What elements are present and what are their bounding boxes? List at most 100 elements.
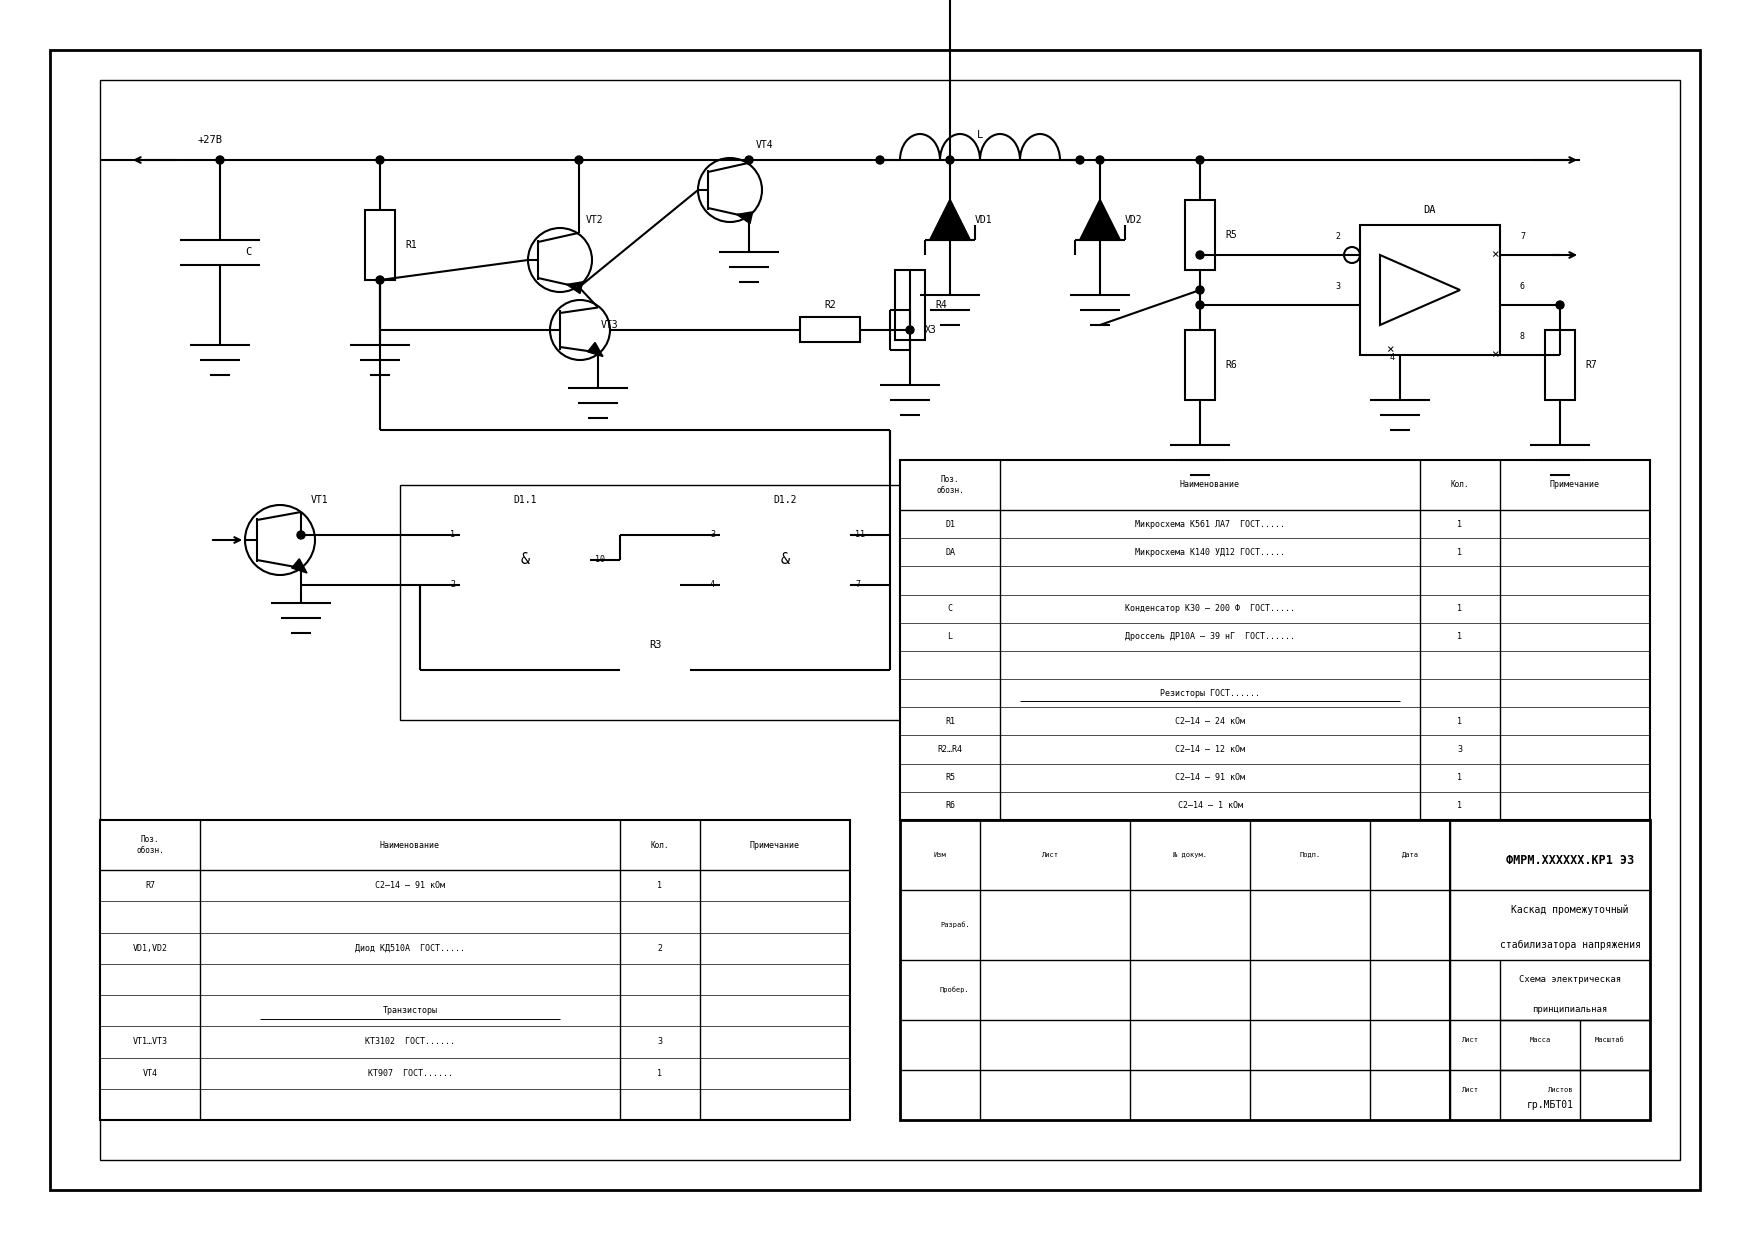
Bar — [1186, 200, 1216, 270]
Text: C: C — [947, 604, 952, 613]
Text: VT4: VT4 — [756, 140, 774, 150]
Text: 11: 11 — [854, 531, 865, 539]
Text: VT2: VT2 — [586, 215, 603, 224]
Text: Масштаб: Масштаб — [1594, 1037, 1624, 1043]
Text: 8: 8 — [1521, 332, 1524, 341]
Circle shape — [1196, 301, 1203, 309]
Text: VT1: VT1 — [310, 495, 328, 505]
Text: 10: 10 — [595, 556, 605, 564]
Polygon shape — [567, 281, 582, 294]
Circle shape — [616, 531, 624, 539]
Text: 3: 3 — [658, 1038, 663, 1047]
Text: DA: DA — [945, 548, 954, 557]
Text: Разраб.: Разраб. — [940, 921, 970, 929]
Text: R7: R7 — [146, 882, 154, 890]
Circle shape — [886, 582, 895, 589]
Text: C: C — [246, 247, 251, 257]
Text: Листов: Листов — [1547, 1087, 1573, 1092]
Text: 6: 6 — [1521, 283, 1524, 291]
Circle shape — [375, 156, 384, 164]
Text: R5: R5 — [1224, 229, 1237, 241]
Text: 2: 2 — [451, 580, 454, 589]
Text: Лист: Лист — [1461, 1087, 1479, 1092]
Circle shape — [575, 156, 582, 164]
Text: Диод КД510А  ГОСТ.....: Диод КД510А ГОСТ..... — [354, 944, 465, 952]
Bar — [100, 81, 1680, 1159]
Circle shape — [1556, 351, 1565, 360]
Polygon shape — [1080, 200, 1121, 241]
Bar — [365, 210, 395, 280]
Circle shape — [616, 531, 624, 539]
Text: 1: 1 — [658, 1069, 663, 1078]
Text: С2–14 – 1 кОм: С2–14 – 1 кОм — [1177, 801, 1242, 811]
Text: 1: 1 — [1458, 632, 1463, 641]
Text: Поз.
обозн.: Поз. обозн. — [137, 836, 163, 854]
Bar — [460, 515, 589, 605]
Text: R3: R3 — [649, 640, 661, 650]
Text: R6: R6 — [1224, 360, 1237, 370]
Polygon shape — [291, 559, 307, 573]
Text: Каскад промежуточный: Каскад промежуточный — [1512, 905, 1629, 915]
Text: R7: R7 — [1586, 360, 1596, 370]
Text: ×: × — [1491, 248, 1498, 262]
Text: R6: R6 — [945, 801, 954, 811]
Text: Лист: Лист — [1461, 1037, 1479, 1043]
Text: 3: 3 — [710, 531, 716, 539]
Text: 1: 1 — [658, 882, 663, 890]
Bar — [1545, 330, 1575, 401]
Text: 2: 2 — [658, 944, 663, 952]
Circle shape — [875, 156, 884, 164]
Text: R5: R5 — [945, 774, 954, 782]
Text: Микросхема К561 ЛА7  ГОСТ.....: Микросхема К561 ЛА7 ГОСТ..... — [1135, 520, 1286, 528]
Text: Микросхема К140 УД12 ГОСТ.....: Микросхема К140 УД12 ГОСТ..... — [1135, 548, 1286, 557]
Text: стабилизатора напряжения: стабилизатора напряжения — [1500, 940, 1640, 950]
Text: Подп.: Подп. — [1300, 852, 1321, 858]
Bar — [900, 820, 1651, 1120]
Bar — [400, 485, 910, 720]
Text: 1: 1 — [1458, 548, 1463, 557]
Text: С2–14 – 12 кОм: С2–14 – 12 кОм — [1175, 745, 1245, 754]
Text: 1: 1 — [1458, 774, 1463, 782]
Polygon shape — [588, 342, 603, 356]
Text: Примечание: Примечание — [1551, 480, 1600, 490]
Text: R2: R2 — [824, 300, 837, 310]
Text: 7: 7 — [1521, 232, 1524, 242]
Bar — [100, 820, 851, 1120]
Polygon shape — [930, 200, 970, 241]
Bar — [800, 317, 859, 342]
Text: DA: DA — [1424, 205, 1437, 215]
Text: R2…R4: R2…R4 — [937, 745, 963, 754]
Text: VT1…VT3: VT1…VT3 — [133, 1038, 167, 1047]
Text: &: & — [521, 553, 530, 568]
Text: L: L — [947, 632, 952, 641]
Text: 7: 7 — [854, 580, 859, 589]
Text: D1: D1 — [945, 520, 954, 528]
Text: VD1,VD2: VD1,VD2 — [133, 944, 167, 952]
Text: 1: 1 — [1458, 604, 1463, 613]
Text: R1: R1 — [945, 717, 954, 725]
Text: С2–14 – 91 кОм: С2–14 – 91 кОм — [375, 882, 446, 890]
Text: 4: 4 — [1389, 353, 1394, 362]
Bar — [619, 657, 689, 682]
Text: Транзисторы: Транзисторы — [382, 1006, 437, 1016]
Circle shape — [1196, 286, 1203, 294]
Circle shape — [745, 156, 752, 164]
Text: Масса: Масса — [1529, 1037, 1551, 1043]
Text: КТ3102  ГОСТ......: КТ3102 ГОСТ...... — [365, 1038, 454, 1047]
Text: Кол.: Кол. — [1451, 480, 1470, 490]
Circle shape — [296, 531, 305, 539]
Text: Дроссель ДР10А – 39 нГ  ГОСТ......: Дроссель ДР10А – 39 нГ ГОСТ...... — [1124, 632, 1294, 641]
Polygon shape — [737, 212, 752, 223]
Text: Резисторы ГОСТ......: Резисторы ГОСТ...... — [1159, 688, 1259, 698]
Text: VD1: VD1 — [975, 215, 993, 224]
Bar — [1359, 224, 1500, 355]
Circle shape — [1196, 156, 1203, 164]
Text: +27В: +27В — [198, 135, 223, 145]
Text: 3: 3 — [1458, 745, 1463, 754]
Text: VT4: VT4 — [142, 1069, 158, 1078]
Text: Примечание: Примечание — [751, 841, 800, 849]
Bar — [1186, 330, 1216, 401]
Text: L: L — [977, 130, 984, 140]
Text: D1.1: D1.1 — [514, 495, 537, 505]
Text: Лист: Лист — [1042, 852, 1058, 858]
